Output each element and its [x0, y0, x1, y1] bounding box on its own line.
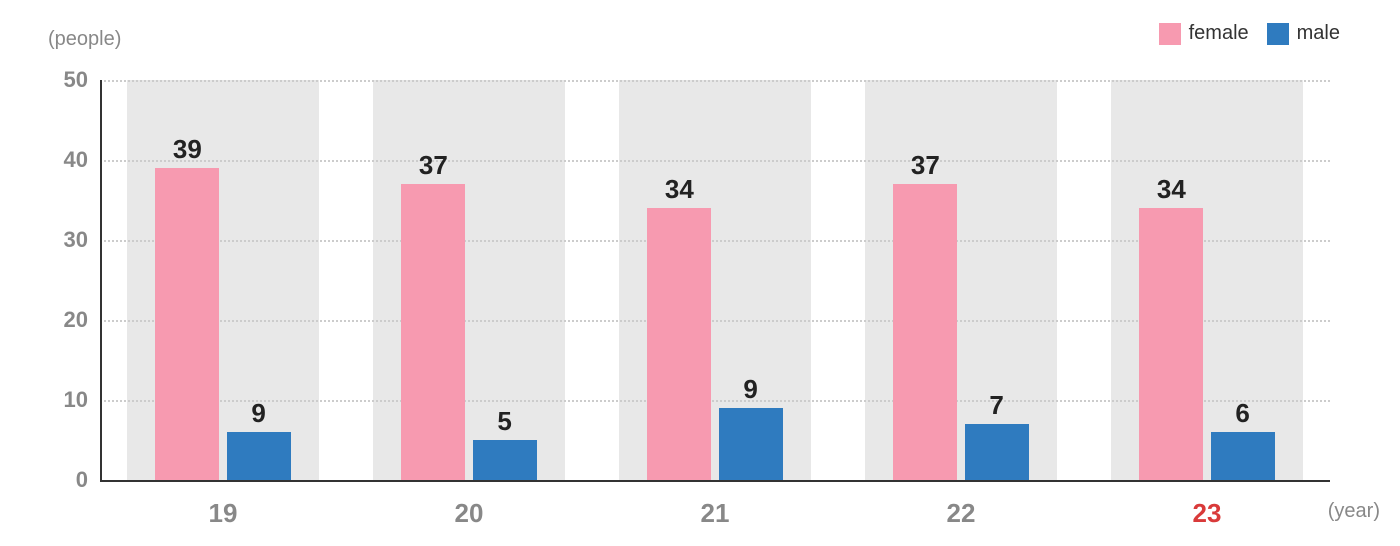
y-tick-label: 10 — [38, 387, 88, 413]
bar-female — [893, 184, 957, 480]
bar-male — [1211, 432, 1275, 480]
y-tick-label: 0 — [38, 467, 88, 493]
bar-label-female: 37 — [895, 150, 955, 181]
plot-area: 010203040503993753493773461920212223 — [100, 80, 1330, 480]
bar-label-female: 34 — [649, 174, 709, 205]
legend-item-male: male — [1267, 22, 1340, 45]
x-axis-line — [100, 480, 1330, 482]
bar-label-male: 6 — [1213, 398, 1273, 429]
x-axis-title: (year) — [1328, 500, 1380, 523]
bar-male — [965, 424, 1029, 480]
y-tick-label: 50 — [38, 67, 88, 93]
bar-male — [227, 432, 291, 480]
x-tick-label: 23 — [1177, 498, 1237, 529]
legend-label-male: male — [1297, 22, 1340, 45]
bar-female — [401, 184, 465, 480]
bar-male — [473, 440, 537, 480]
chart-container: (people) female male 0 10 20 30 40 50 39 9 37 5 34… — [0, 0, 1400, 546]
gridline — [100, 160, 1330, 162]
bar-label-female: 39 — [157, 134, 217, 165]
bar-label-female: 37 — [403, 150, 463, 181]
x-tick-label: 22 — [931, 498, 991, 529]
legend: female male — [1159, 22, 1340, 45]
legend-item-female: female — [1159, 22, 1249, 45]
gridline — [100, 80, 1330, 82]
legend-swatch-male — [1267, 23, 1289, 45]
bar-male — [719, 408, 783, 480]
bar-label-male: 9 — [721, 374, 781, 405]
y-tick-label: 30 — [38, 227, 88, 253]
y-tick-label: 40 — [38, 147, 88, 173]
bar-label-male: 7 — [967, 390, 1027, 421]
bar-label-female: 34 — [1141, 174, 1201, 205]
x-tick-label: 21 — [685, 498, 745, 529]
bar-label-male: 9 — [229, 398, 289, 429]
y-tick-label: 20 — [38, 307, 88, 333]
x-tick-label: 19 — [193, 498, 253, 529]
bar-female — [1139, 208, 1203, 480]
bar-label-male: 5 — [475, 406, 535, 437]
legend-label-female: female — [1189, 22, 1249, 45]
bar-female — [155, 168, 219, 480]
x-tick-label: 20 — [439, 498, 499, 529]
bar-female — [647, 208, 711, 480]
legend-swatch-female — [1159, 23, 1181, 45]
y-axis-line — [100, 80, 102, 480]
y-axis-title: (people) — [48, 28, 121, 51]
